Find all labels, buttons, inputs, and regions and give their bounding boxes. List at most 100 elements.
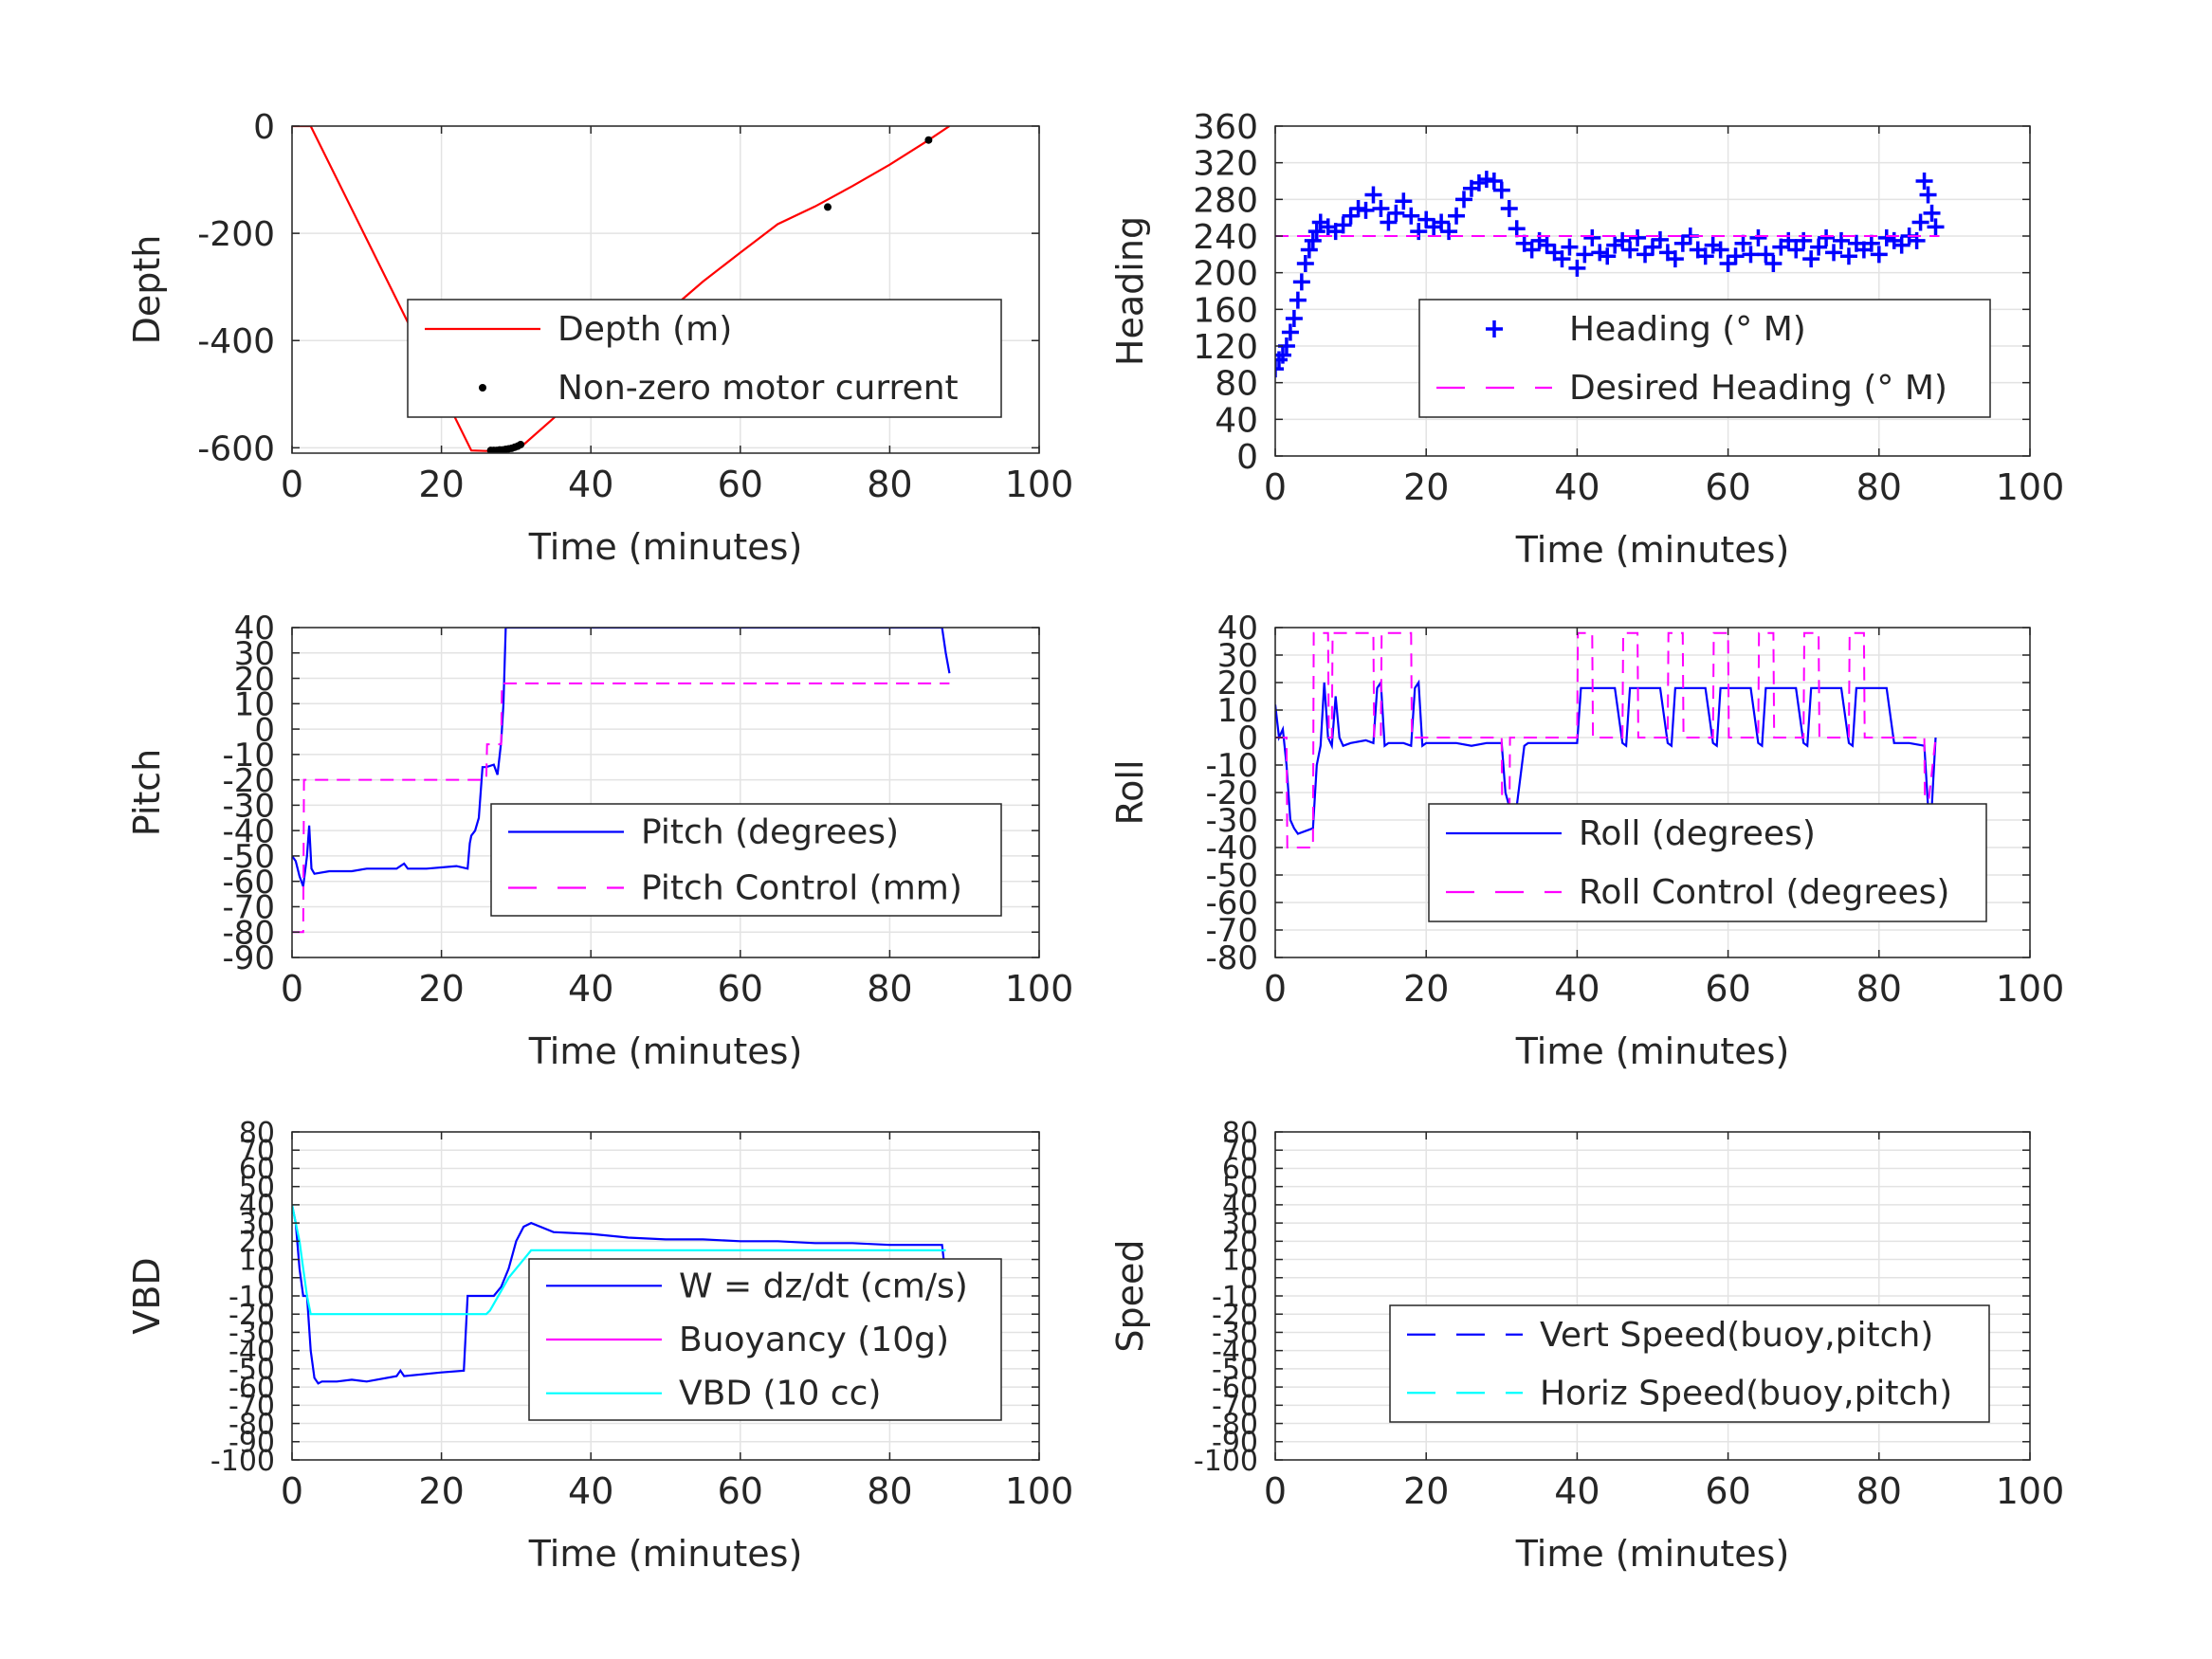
y-tick-label: 40 [239, 1190, 275, 1223]
y-tick-label: -30 [229, 1317, 275, 1350]
heading-data-point [1561, 238, 1579, 256]
x-tick-label: 60 [1705, 1470, 1750, 1512]
heading-data-point [1387, 204, 1405, 222]
depth-legend: Depth (m) Non-zero motor current [407, 299, 1002, 418]
panel-pitch: 0 20 40 60 80 100-90-80-70-60-50-40-30-20-100… [126, 610, 1073, 1072]
pitch-y-axis-label: Pitch [126, 749, 168, 837]
vbd-series [292, 1204, 947, 1385]
y-tick-label: 20 [234, 661, 275, 699]
y-tick-label: 40 [1217, 610, 1258, 647]
y-tick-label: 60 [239, 1153, 275, 1186]
roll-ticks: 0 20 40 60 80 100-80-70-60-50-40-30-20-100102… [1205, 610, 2064, 1010]
heading-data-point [1357, 201, 1375, 219]
x-tick-label: 100 [1996, 1470, 2065, 1512]
x-tick-label: 40 [1554, 968, 1600, 1010]
heading-data-point [1915, 173, 1933, 190]
y-tick-label: -80 [222, 914, 275, 952]
heading-data-point [1862, 234, 1880, 252]
y-tick-label: -20 [222, 762, 275, 800]
heading-data-point [1810, 238, 1828, 256]
heading-data-point [1923, 204, 1941, 222]
x-tick-label: 0 [1264, 1470, 1287, 1512]
depth-legend-box [407, 299, 1002, 418]
heading-series-0 [1275, 171, 1945, 378]
heading-data-point [1281, 323, 1299, 341]
x-tick-label: 20 [1403, 466, 1449, 508]
heading-data-point [1296, 255, 1314, 272]
depth-x-axis-label: Time (minutes) [528, 526, 803, 568]
y-tick-label: -40 [1212, 1335, 1258, 1368]
x-tick-label: 80 [1856, 1470, 1902, 1512]
vbd-series-line [292, 1204, 946, 1316]
y-tick-label: -40 [229, 1335, 275, 1368]
y-tick-label: 20 [1217, 665, 1258, 702]
speed-y-axis-label: Speed [1109, 1239, 1151, 1352]
heading-data-point [1727, 247, 1745, 265]
y-tick-label: -60 [1212, 1372, 1258, 1405]
y-tick-label: -10 [222, 737, 275, 775]
y-tick-label: 10 [234, 686, 275, 724]
y-tick-label: 240 [1193, 218, 1258, 257]
y-tick-label: 20 [1222, 1226, 1258, 1259]
heading-data-point [1285, 310, 1303, 327]
vbd-legend-entry-buoyancy: Buoyancy (10g) [546, 1321, 949, 1359]
pitch-axes-box [291, 627, 1040, 958]
x-tick-label: 0 [1264, 968, 1287, 1010]
heading-legend-entry-desired: Desired Heading (° M) [1436, 369, 1947, 408]
x-tick-label: 60 [1705, 968, 1750, 1010]
heading-data-point [1742, 246, 1760, 264]
y-tick-label: -90 [1212, 1427, 1258, 1460]
y-tick-label: -50 [229, 1354, 275, 1387]
heading-data-point [1818, 228, 1836, 246]
roll-series-0 [1275, 679, 1937, 835]
y-tick-label: 20 [239, 1226, 275, 1259]
y-tick-label: 0 [1240, 1263, 1258, 1296]
legend-label: Roll Control (degrees) [1579, 873, 1949, 912]
y-tick-label: 360 [1193, 108, 1258, 147]
y-tick-label: 80 [1215, 365, 1258, 404]
depth-legend-entry-depth: Depth (m) [425, 310, 732, 349]
y-tick-label: -40 [222, 812, 275, 850]
heading-data-point [1839, 247, 1857, 265]
x-tick-label: 100 [1996, 466, 2065, 508]
x-tick-label: 80 [867, 1470, 912, 1512]
heading-series [1275, 171, 1945, 378]
roll-legend-entry-control: Roll Control (degrees) [1446, 873, 1949, 912]
speed-legend-entry-vert: Vert Speed(buoy,pitch) [1407, 1316, 1933, 1355]
x-tick-label: 80 [867, 968, 912, 1010]
vbd-series-2 [292, 1204, 946, 1316]
heading-data-point [1919, 186, 1937, 204]
heading-data-point [1591, 244, 1609, 262]
panel-depth: 0 20 40 60 80 100 0 -200 -400 -600 Time (minutes)… [126, 108, 1073, 568]
vbd-series-0 [292, 1204, 947, 1385]
x-tick-label: 40 [568, 464, 613, 505]
y-tick-label: -200 [197, 215, 275, 254]
panel-roll: 0 20 40 60 80 100-80-70-60-50-40-30-20-100102… [1109, 610, 2064, 1072]
y-tick-label: -40 [1205, 830, 1258, 867]
vbd-legend-entry-w: W = dz/dt (cm/s) [546, 1267, 968, 1305]
vbd-legend: W = dz/dt (cm/s) Buoyancy (10g) VBD (10 … [528, 1258, 1002, 1421]
heading-data-point [1275, 346, 1291, 364]
heading-data-point [1749, 228, 1767, 246]
legend-label: Heading (° M) [1569, 310, 1806, 349]
x-tick-label: 40 [568, 1470, 613, 1512]
heading-data-point [1364, 186, 1382, 204]
y-tick-label: -30 [1212, 1317, 1258, 1350]
heading-data-point [1877, 228, 1895, 246]
y-tick-label: 40 [1215, 401, 1258, 440]
y-tick-label: -100 [1194, 1445, 1258, 1478]
heading-data-point [1911, 213, 1929, 231]
y-tick-label: -50 [1212, 1354, 1258, 1387]
heading-data-point [1455, 191, 1472, 209]
x-tick-label: 60 [718, 464, 763, 505]
roll-series [1275, 631, 1937, 848]
heading-data-point [1621, 241, 1639, 259]
depth-data-point [924, 136, 933, 144]
heading-data-point [1485, 173, 1503, 190]
y-tick-label: 40 [234, 610, 275, 647]
heading-data-point [1568, 259, 1586, 277]
pitch-legend-box [490, 803, 1002, 917]
legend-label: Vert Speed(buoy,pitch) [1540, 1316, 1933, 1355]
